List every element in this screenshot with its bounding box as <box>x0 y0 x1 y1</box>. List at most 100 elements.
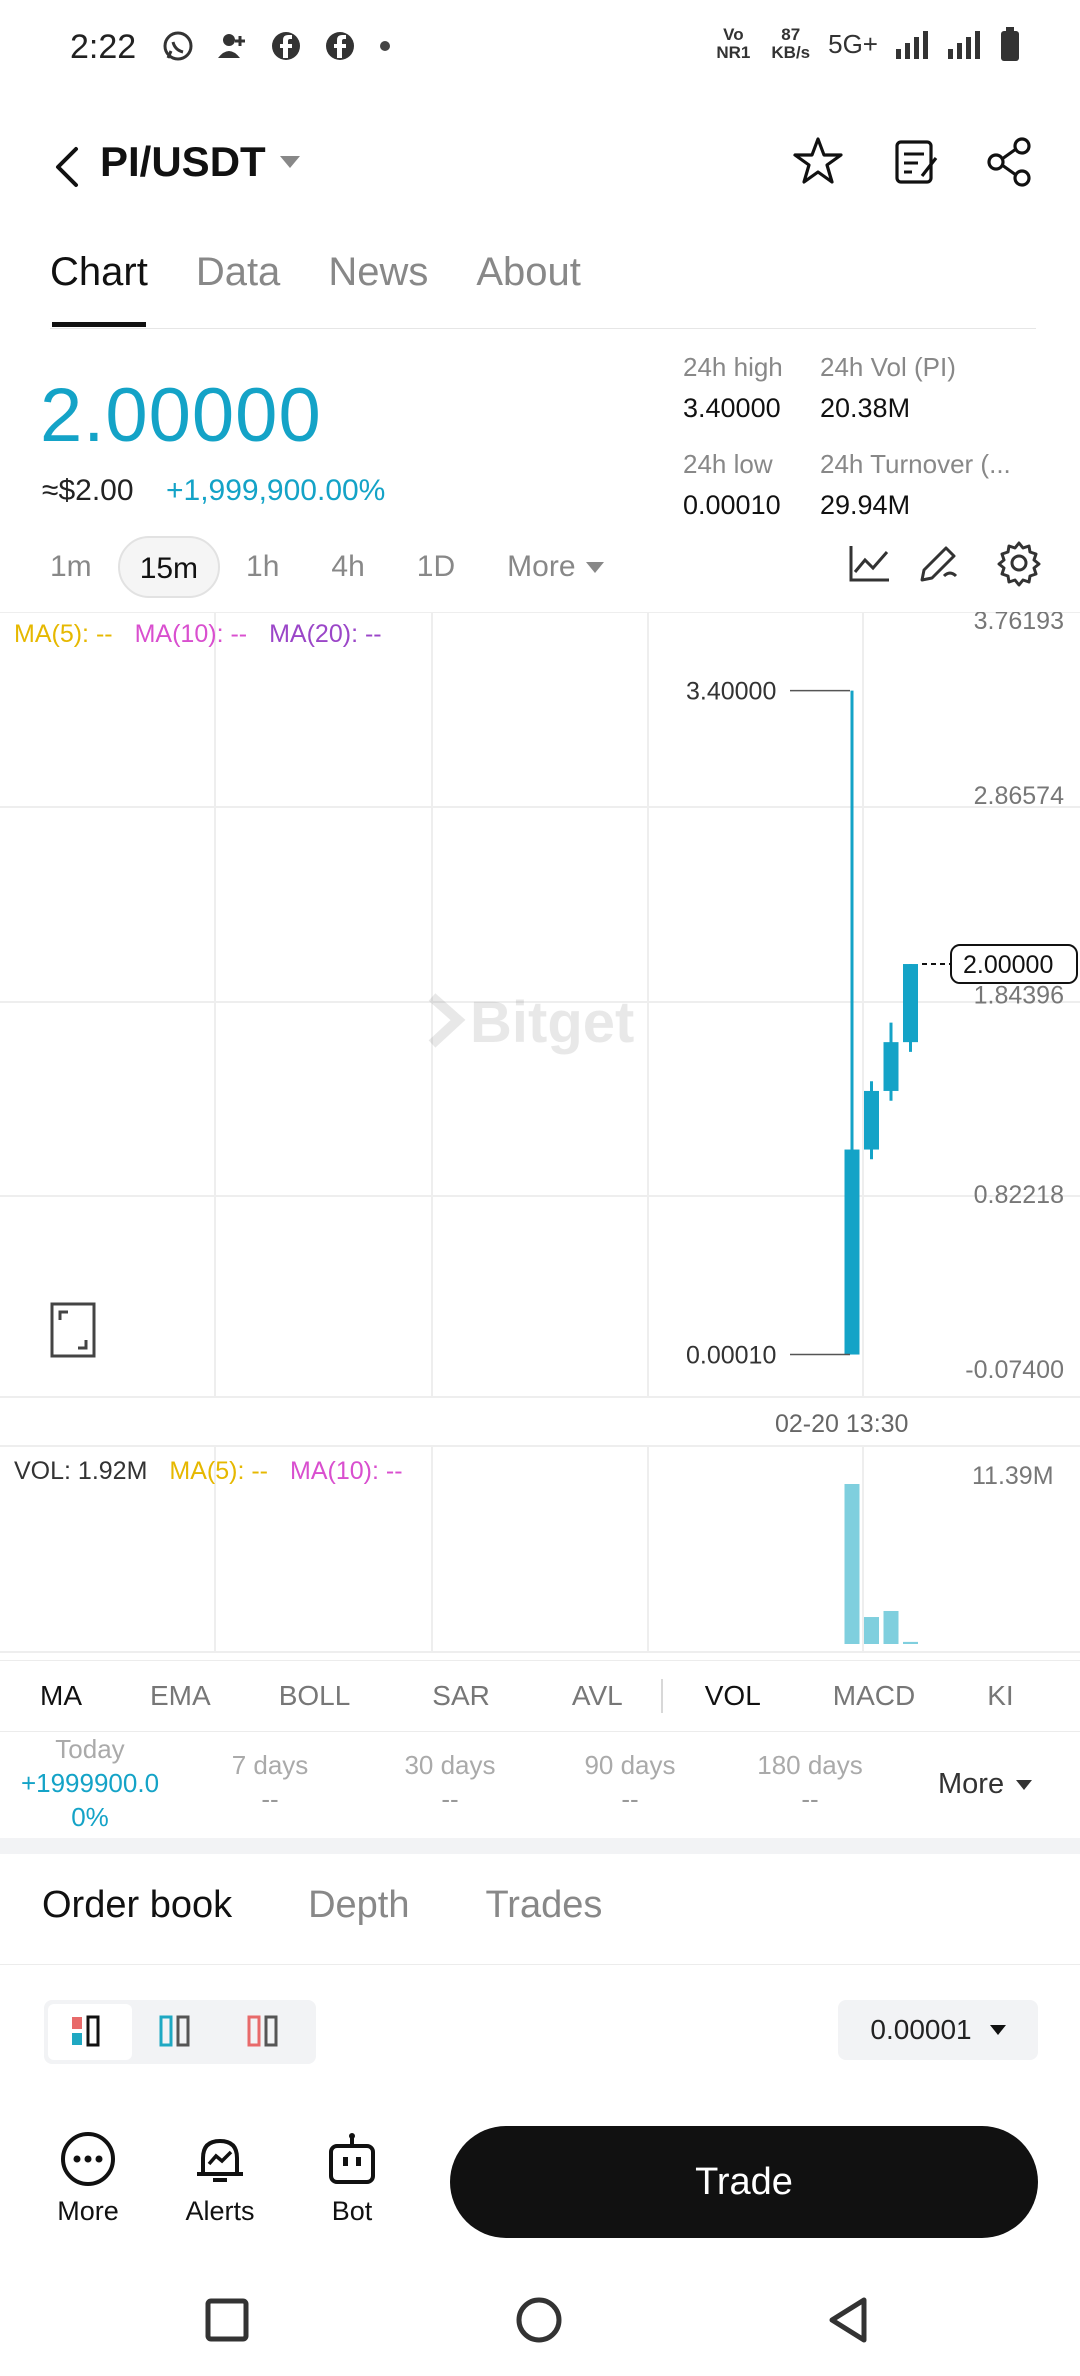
vol-ma10-legend: MA(10): -- <box>290 1457 403 1485</box>
tab-news[interactable]: News <box>328 250 429 294</box>
perf-30d-label: 30 days <box>404 1750 496 1780</box>
interval-more[interactable]: More <box>481 536 629 598</box>
alerts-nav-button[interactable]: Alerts <box>160 2130 280 2227</box>
draw-pen-icon[interactable] <box>914 538 964 588</box>
perf-today: Today +1999900.00% <box>0 1732 180 1834</box>
current-price-label: 2.00000 <box>963 951 1053 979</box>
indicator-tabs: MA EMA BOLL SAR AVL VOL MACD KI <box>0 1660 1080 1732</box>
chevron-down-icon <box>989 2025 1006 2035</box>
perf-30d-value: -- <box>441 1784 459 1814</box>
view-bids-button[interactable] <box>136 2004 220 2060</box>
tab-trades[interactable]: Trades <box>485 1884 603 1926</box>
network-type: 5G+ <box>828 28 878 59</box>
perf-180d: 180 days -- <box>740 1748 880 1816</box>
interval-selector: 1m 15m 1h 4h 1D More <box>40 536 630 598</box>
ma-legend: MA(5): -- MA(10): -- MA(20): -- <box>14 620 382 649</box>
volume-label: 24h Vol (PI) <box>820 352 956 382</box>
perf-more-label: More <box>938 1768 1005 1800</box>
chart-grid <box>0 612 1080 1653</box>
view-both-button[interactable] <box>48 2004 132 2060</box>
turnover-value: 29.94M <box>820 490 911 520</box>
candle-body <box>903 964 918 1043</box>
tab-data[interactable]: Data <box>195 250 281 294</box>
whatsapp-icon <box>163 31 193 61</box>
interval-1h[interactable]: 1h <box>246 550 280 583</box>
high-value: 3.40000 <box>683 393 781 423</box>
add-contact-icon <box>218 34 245 58</box>
price-change: +1,999,900.00% <box>166 474 386 507</box>
indicator-ma[interactable]: MA <box>40 1680 82 1711</box>
bot-nav-label: Bot <box>331 2196 373 2226</box>
y-tick-label: 3.76193 <box>974 612 1064 635</box>
candles-layer <box>844 690 918 1355</box>
y-tick-label: 1.84396 <box>974 982 1064 1010</box>
notes-edit-icon[interactable] <box>888 134 944 190</box>
tab-order-book[interactable]: Order book <box>42 1884 233 1926</box>
view-asks-button[interactable] <box>224 2004 308 2060</box>
bot-nav-button[interactable]: Bot <box>292 2130 412 2227</box>
indicator-sar[interactable]: SAR <box>432 1680 490 1711</box>
indicator-line-icon[interactable] <box>845 538 895 588</box>
indicator-boll[interactable]: BOLL <box>278 1680 351 1711</box>
volume-bar <box>864 1617 879 1644</box>
back-triangle-icon[interactable] <box>826 2296 870 2344</box>
precision-selector[interactable]: 0.00001 <box>838 2000 1038 2060</box>
chevron-down-icon <box>585 561 604 573</box>
volume-bars-layer <box>844 1484 918 1644</box>
trade-button[interactable]: Trade <box>450 2126 1038 2238</box>
perf-7d: 7 days -- <box>200 1748 340 1816</box>
tab-depth[interactable]: Depth <box>308 1884 410 1926</box>
dot-icon <box>380 41 390 51</box>
y-tick-label: 2.86574 <box>974 782 1064 810</box>
perf-today-value: +1999900.00% <box>20 1768 160 1832</box>
tabs-divider <box>50 328 1036 329</box>
ma5-legend: MA(5): -- <box>14 620 113 648</box>
tab-about[interactable]: About <box>476 250 581 294</box>
orderbook-view-toggle <box>44 2000 316 2064</box>
indicator-macd[interactable]: MACD <box>832 1680 916 1711</box>
interval-1m[interactable]: 1m <box>50 550 92 583</box>
interval-4h[interactable]: 4h <box>331 550 365 583</box>
low-label: 24h low <box>683 449 773 479</box>
section-divider <box>0 1838 1080 1854</box>
tab-chart[interactable]: Chart <box>50 250 148 294</box>
perf-90d-value: -- <box>621 1784 639 1814</box>
ma20-legend: MA(20): -- <box>269 620 382 648</box>
indicator-avl[interactable]: AVL <box>571 1680 623 1711</box>
star-favorite-icon[interactable] <box>790 134 846 190</box>
y-axis-labels: 3.76193 2.86574 1.84396 0.82218 -0.07400 <box>965 612 1064 1384</box>
signal-icon <box>896 31 928 59</box>
candlestick-chart[interactable]: Bitget 3.76193 2.86574 1.84396 0.82218 -0.07… <box>0 612 1080 1662</box>
interval-15m[interactable]: 15m <box>117 536 221 598</box>
system-status: Vo NR1 87 KB/s 5G+ <box>713 26 1020 62</box>
perf-today-label: Today <box>55 1734 125 1764</box>
asks-only-icon <box>247 2015 278 2047</box>
home-icon[interactable] <box>515 2296 563 2344</box>
bids-only-icon <box>159 2015 190 2047</box>
indicator-ema[interactable]: EMA <box>150 1680 211 1711</box>
perf-more-button[interactable]: More <box>938 1768 1033 1801</box>
settings-gear-icon[interactable] <box>994 538 1044 588</box>
more-nav-button[interactable]: More <box>28 2130 148 2227</box>
share-icon[interactable] <box>982 134 1038 190</box>
perf-30d: 30 days -- <box>380 1748 520 1816</box>
more-dots-icon <box>61 2132 115 2186</box>
perf-90d-label: 90 days <box>584 1750 676 1780</box>
indicator-kdj[interactable]: KI <box>987 1680 1014 1711</box>
pair-selector[interactable]: PI/USDT <box>100 138 300 186</box>
back-arrow-icon[interactable] <box>52 145 82 189</box>
current-price-tag: 2.00000 <box>922 944 1078 985</box>
recent-apps-icon[interactable] <box>205 2298 249 2342</box>
volume-max-label: 11.39M <box>972 1462 1054 1490</box>
indicator-separator <box>660 1679 663 1713</box>
precision-value: 0.00001 <box>870 2014 972 2045</box>
interval-1d[interactable]: 1D <box>416 550 456 583</box>
status-time: 2:22 <box>70 28 137 66</box>
watermark-text: Bitget <box>470 990 634 1055</box>
fullscreen-icon[interactable] <box>50 1302 96 1358</box>
interval-more-label: More <box>507 550 576 583</box>
high-marker-label: 3.40000 <box>686 678 776 706</box>
network-speed: 87 KB/s <box>771 25 811 62</box>
indicator-vol[interactable]: VOL <box>704 1680 761 1711</box>
alert-bell-icon <box>197 2139 243 2182</box>
